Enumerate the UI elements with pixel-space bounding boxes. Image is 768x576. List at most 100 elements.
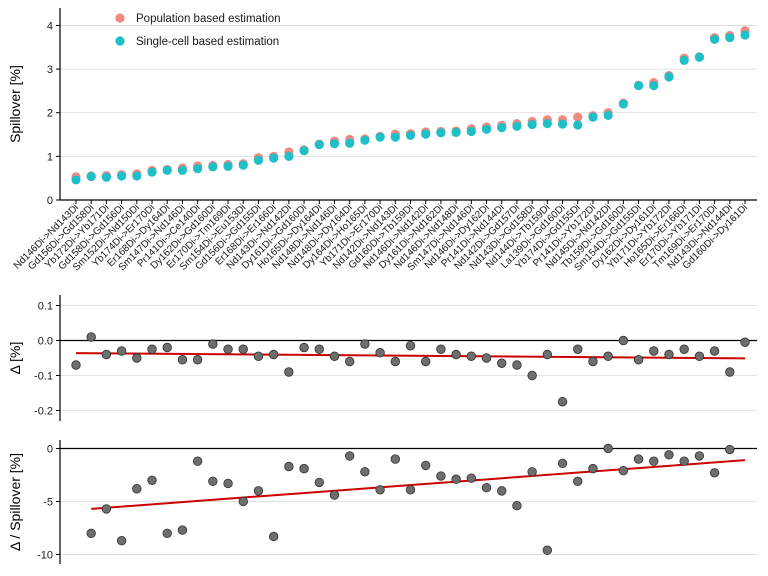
category-tick-labels: Nd146Di->Nd143DiGd156Di->Gd158DiYb172Di-… bbox=[12, 202, 750, 273]
y-tick-label: 0.1 bbox=[38, 301, 53, 313]
single-cell-point bbox=[664, 72, 674, 82]
population-point bbox=[573, 112, 583, 122]
relative-delta-point bbox=[664, 450, 674, 460]
single-cell-point bbox=[405, 130, 416, 141]
relative-delta-point bbox=[268, 531, 279, 542]
single-cell-point bbox=[542, 119, 552, 129]
relative-delta-point bbox=[390, 454, 400, 464]
relative-delta-point bbox=[101, 504, 112, 514]
relative-delta-point bbox=[253, 486, 264, 496]
relative-delta-point bbox=[633, 454, 644, 464]
delta-axes bbox=[59, 295, 757, 421]
delta-point bbox=[740, 337, 750, 347]
delta-point bbox=[421, 356, 431, 367]
single-cell-series bbox=[71, 30, 750, 185]
single-cell-point bbox=[497, 122, 507, 133]
delta-point bbox=[466, 351, 477, 361]
delta-y-label: Δ [%] bbox=[7, 342, 23, 375]
relative-delta-point bbox=[603, 443, 613, 454]
legend-swatch-population bbox=[115, 13, 125, 23]
relative-delta-trend-line bbox=[91, 459, 746, 510]
delta-point bbox=[284, 367, 294, 377]
delta-point bbox=[162, 342, 172, 353]
delta-point bbox=[344, 356, 355, 367]
single-cell-point bbox=[360, 135, 370, 145]
relative-delta-point bbox=[497, 486, 507, 496]
relative-delta-point bbox=[405, 485, 416, 495]
y-tick-label: 4 bbox=[47, 20, 53, 32]
single-cell-point bbox=[512, 121, 522, 131]
single-cell-point bbox=[147, 167, 157, 177]
delta-point bbox=[390, 356, 400, 367]
delta-point bbox=[588, 356, 598, 367]
delta-point bbox=[101, 349, 112, 360]
delta-point bbox=[497, 358, 507, 368]
relative-delta-point bbox=[208, 476, 218, 487]
population-series bbox=[71, 26, 750, 182]
delta-point bbox=[451, 349, 461, 360]
delta-point bbox=[527, 370, 537, 381]
y-tick-label: -10 bbox=[37, 549, 53, 561]
delta-panel: 0.1 0.0 -0.1 -0.2 Δ [%] bbox=[7, 295, 757, 421]
single-cell-point bbox=[588, 112, 598, 122]
delta-point bbox=[223, 344, 233, 354]
spillover-panel: 0 1 2 3 4 Spillover [%] Population based est… bbox=[7, 8, 757, 274]
delta-point bbox=[238, 344, 248, 354]
delta-point bbox=[679, 344, 689, 354]
relative-delta-point bbox=[223, 478, 233, 489]
delta-point bbox=[147, 344, 157, 354]
relative-delta-point bbox=[299, 463, 309, 474]
single-cell-point bbox=[238, 160, 248, 170]
relative-delta-point bbox=[147, 475, 157, 485]
relative-delta-point bbox=[573, 476, 583, 487]
legend-swatch-single-cell bbox=[115, 36, 125, 46]
single-cell-point bbox=[649, 81, 659, 91]
delta-point bbox=[86, 332, 96, 342]
delta-point bbox=[375, 348, 385, 358]
relative-delta-point bbox=[344, 451, 355, 461]
delta-point bbox=[725, 367, 735, 377]
delta-point bbox=[573, 344, 583, 354]
relative-delta-point bbox=[314, 477, 324, 488]
single-cell-point bbox=[451, 127, 461, 137]
relative-delta-point bbox=[238, 496, 248, 507]
single-cell-point bbox=[329, 139, 340, 149]
single-cell-point bbox=[725, 33, 735, 43]
single-cell-point bbox=[390, 132, 400, 142]
y-tick-label: 2 bbox=[47, 108, 53, 120]
relative-delta-point bbox=[725, 444, 735, 455]
single-cell-point bbox=[679, 55, 689, 65]
relative-delta-point bbox=[542, 545, 553, 555]
y-tick-label: 0 bbox=[47, 195, 53, 207]
delta-point bbox=[481, 353, 492, 363]
relative-delta-point bbox=[694, 451, 705, 461]
single-cell-point bbox=[633, 81, 644, 91]
single-cell-point bbox=[223, 161, 233, 171]
single-cell-point bbox=[345, 138, 355, 148]
single-cell-point bbox=[101, 172, 112, 182]
relative-delta-point bbox=[284, 461, 294, 472]
y-tick-label: 3 bbox=[47, 64, 53, 76]
relative-delta-point bbox=[436, 471, 446, 481]
delta-point bbox=[618, 335, 629, 346]
single-cell-point bbox=[284, 151, 294, 161]
relative-delta-point bbox=[375, 485, 385, 495]
spillover-y-label: Spillover [%] bbox=[7, 65, 23, 143]
relative-delta-point bbox=[512, 501, 522, 511]
legend: Population based estimation Single-cell … bbox=[115, 13, 281, 48]
delta-point bbox=[253, 351, 264, 361]
relative-delta-point bbox=[679, 456, 689, 466]
single-cell-point bbox=[740, 30, 750, 40]
relative-delta-point bbox=[557, 458, 568, 469]
relative-delta-panel: 0 -5 -10 Δ / Spillover [%] bbox=[7, 440, 757, 564]
relative-delta-point bbox=[588, 463, 598, 474]
y-tick-label: -0.1 bbox=[34, 371, 53, 383]
delta-point bbox=[268, 349, 279, 360]
single-cell-point bbox=[177, 165, 188, 175]
relative-delta-series bbox=[86, 443, 735, 555]
single-cell-point bbox=[527, 119, 537, 130]
delta-point bbox=[603, 351, 613, 361]
relative-delta-point bbox=[618, 466, 629, 476]
relative-delta-y-label: Δ / Spillover [%] bbox=[7, 453, 23, 551]
